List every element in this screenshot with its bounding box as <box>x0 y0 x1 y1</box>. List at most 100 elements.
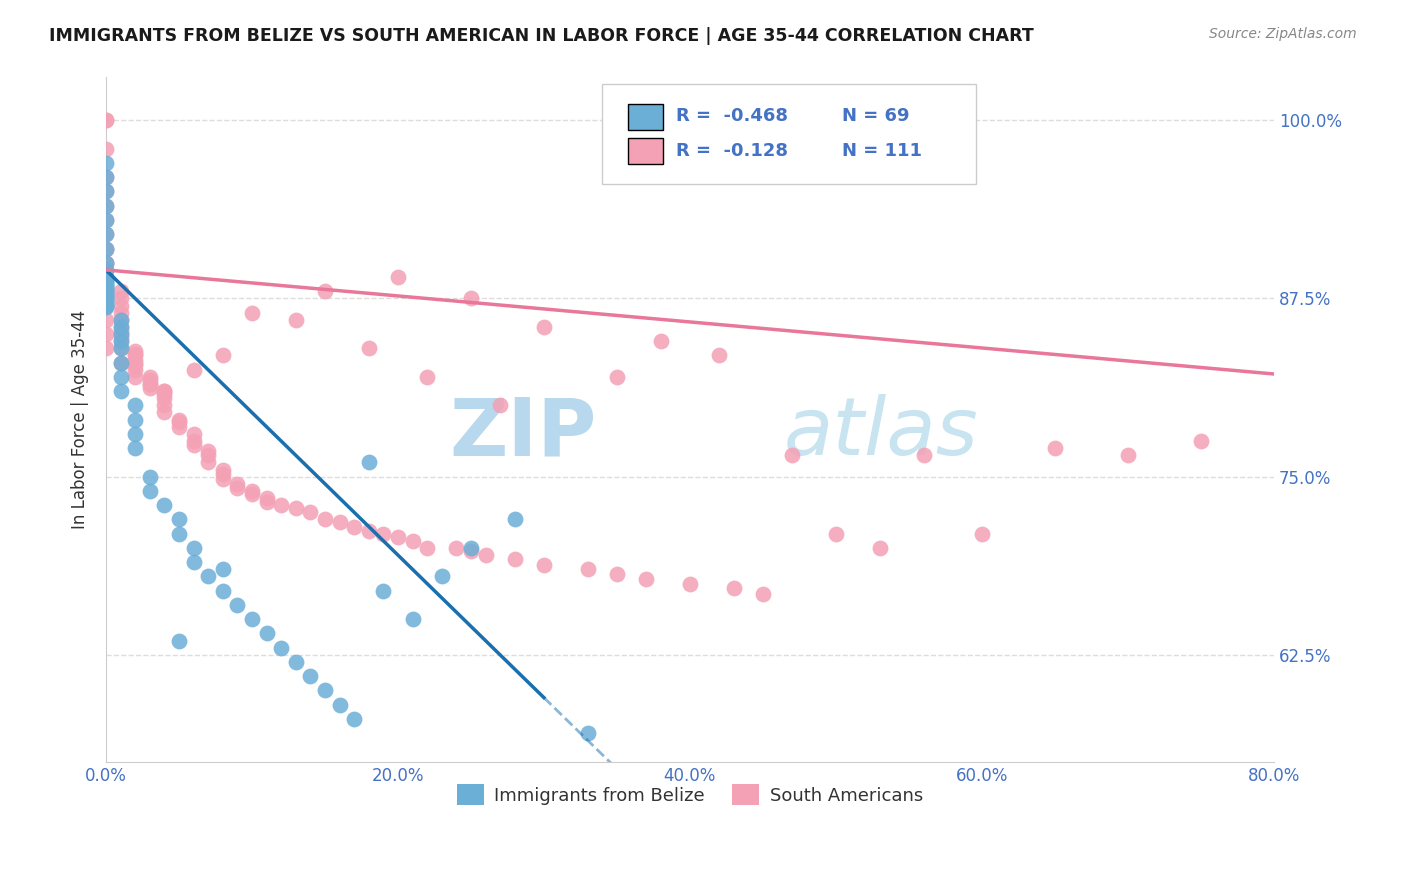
Point <box>138 381 160 395</box>
Point <box>211 348 233 362</box>
Point <box>94 299 117 313</box>
Point <box>110 334 132 349</box>
Point <box>256 491 278 505</box>
Point <box>94 287 117 301</box>
Point <box>970 526 993 541</box>
Text: N = 111: N = 111 <box>842 143 922 161</box>
Point <box>94 227 117 242</box>
Point <box>284 501 307 516</box>
Point <box>328 515 350 529</box>
Point <box>94 313 117 327</box>
Point <box>124 426 146 441</box>
Point <box>110 369 132 384</box>
Point <box>138 376 160 391</box>
Point <box>211 562 233 576</box>
Point <box>138 373 160 387</box>
Point <box>430 569 453 583</box>
Point <box>94 213 117 227</box>
Point <box>94 242 117 256</box>
Point <box>226 481 249 495</box>
Point <box>94 283 117 297</box>
Point <box>110 313 132 327</box>
Point <box>94 299 117 313</box>
Point <box>110 334 132 349</box>
Point <box>869 541 891 555</box>
Point <box>110 341 132 355</box>
Point <box>503 552 526 566</box>
Text: atlas: atlas <box>783 394 979 472</box>
Point <box>1189 434 1212 448</box>
Point <box>416 541 439 555</box>
Point <box>94 276 117 290</box>
Point <box>401 533 423 548</box>
Point <box>124 355 146 369</box>
Point <box>752 586 775 600</box>
FancyBboxPatch shape <box>628 104 664 130</box>
Point <box>124 352 146 367</box>
Point <box>1116 448 1139 462</box>
Point <box>387 270 409 285</box>
Point <box>110 384 132 398</box>
Point <box>167 633 190 648</box>
Point <box>110 320 132 334</box>
Point <box>284 313 307 327</box>
Point <box>357 341 380 355</box>
Point <box>110 285 132 299</box>
Point <box>314 683 336 698</box>
Text: R =  -0.468: R = -0.468 <box>676 107 787 126</box>
Point <box>94 227 117 242</box>
Point <box>94 295 117 310</box>
Point <box>183 555 205 569</box>
Point <box>94 292 117 306</box>
Point <box>474 548 496 562</box>
Point <box>153 387 176 401</box>
Point <box>94 213 117 227</box>
Point <box>284 655 307 669</box>
Point <box>357 455 380 469</box>
Point <box>912 448 935 462</box>
Point <box>110 327 132 342</box>
Point <box>94 288 117 302</box>
Point <box>138 483 160 498</box>
Point <box>153 391 176 405</box>
Y-axis label: In Labor Force | Age 35-44: In Labor Force | Age 35-44 <box>72 310 89 529</box>
Point <box>153 405 176 419</box>
Point <box>110 341 132 355</box>
Point <box>167 526 190 541</box>
Point <box>94 242 117 256</box>
Point <box>138 376 160 391</box>
Point <box>489 398 512 412</box>
Point <box>124 348 146 362</box>
Point <box>110 299 132 313</box>
Text: R =  -0.128: R = -0.128 <box>676 143 787 161</box>
Point <box>183 434 205 448</box>
Point <box>460 541 482 555</box>
Point <box>183 426 205 441</box>
Point <box>240 487 263 501</box>
Point <box>343 519 366 533</box>
Point <box>94 277 117 292</box>
Point <box>110 320 132 334</box>
Point <box>240 483 263 498</box>
Point <box>256 626 278 640</box>
Point <box>576 726 599 740</box>
Point <box>110 324 132 338</box>
Point <box>94 327 117 342</box>
Point <box>343 712 366 726</box>
Point <box>94 199 117 213</box>
Point <box>110 292 132 306</box>
Point <box>94 170 117 185</box>
Point <box>153 398 176 412</box>
Point <box>94 274 117 288</box>
Point <box>94 300 117 314</box>
Point <box>460 543 482 558</box>
Point <box>183 438 205 452</box>
Point <box>270 498 292 512</box>
Point <box>110 306 132 320</box>
Point <box>606 369 628 384</box>
Point <box>723 581 745 595</box>
Point <box>110 355 132 369</box>
Text: N = 69: N = 69 <box>842 107 910 126</box>
Text: Source: ZipAtlas.com: Source: ZipAtlas.com <box>1209 27 1357 41</box>
Point <box>167 512 190 526</box>
